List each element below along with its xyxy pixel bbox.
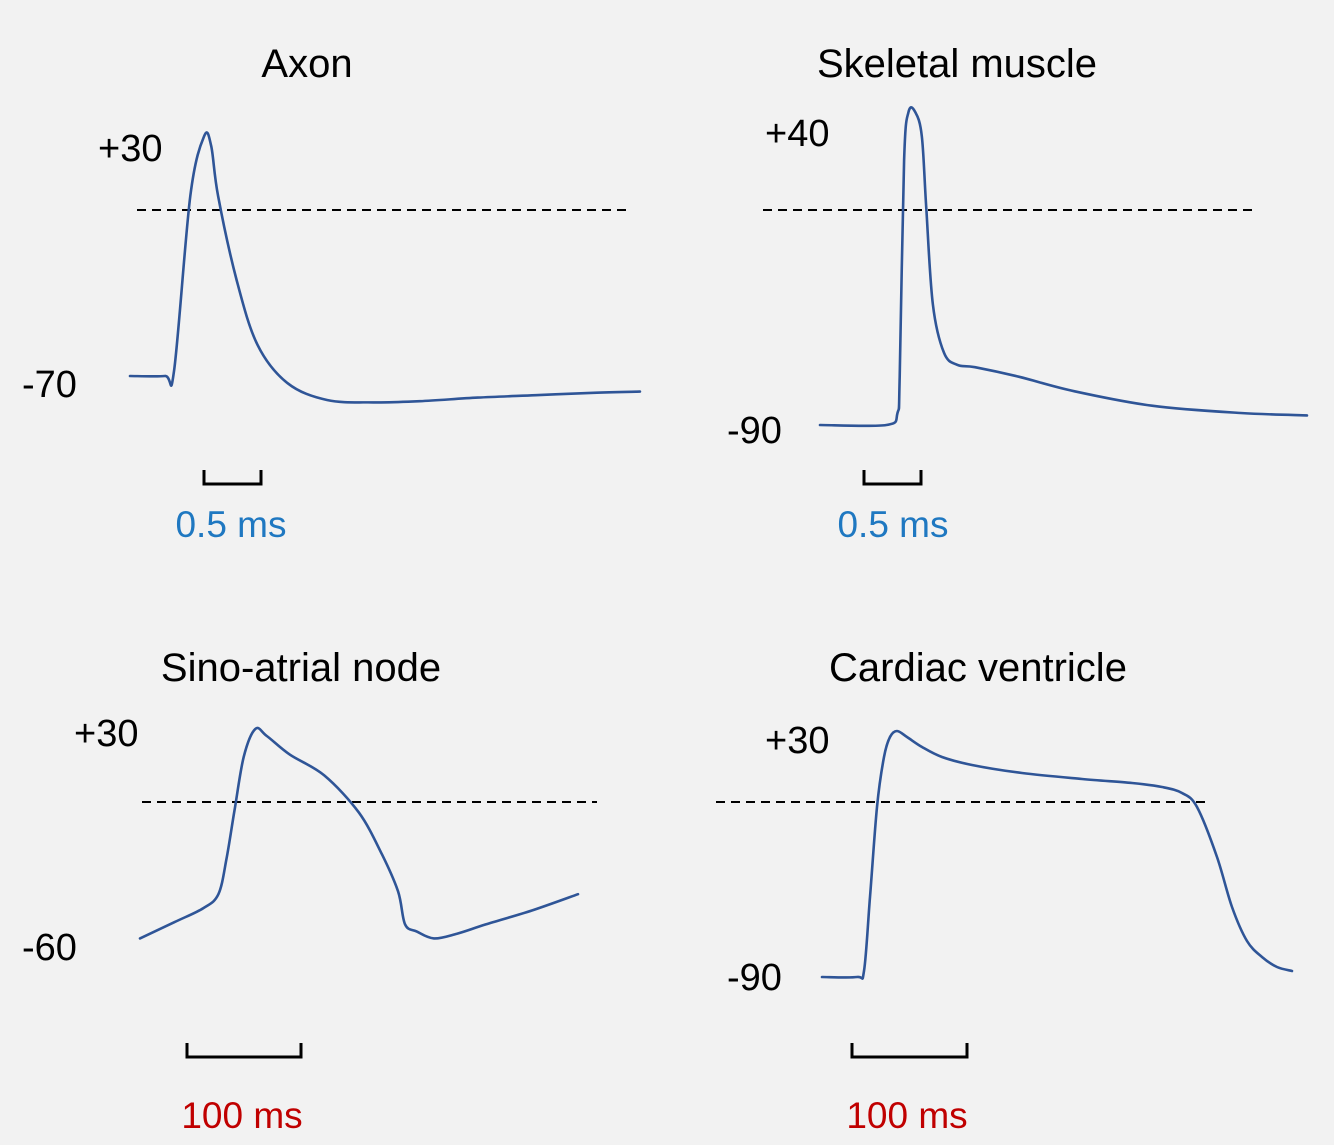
voltage-trace-axon: [128, 131, 642, 404]
panel-skeletal-muscle: Skeletal muscle +40 -90 0.5 ms: [727, 42, 1309, 545]
scale-bar-axon: [202, 470, 263, 486]
scale-bar-sino-atrial-node: [185, 1043, 303, 1059]
y-label-bottom-cardiac-ventricle: -90: [727, 957, 782, 999]
panel-title-sino-atrial-node: Sino-atrial node: [161, 646, 441, 690]
y-label-bottom-skeletal-muscle: -90: [727, 410, 782, 452]
y-label-top-skeletal-muscle: +40: [765, 113, 829, 155]
panel-title-skeletal-muscle: Skeletal muscle: [817, 42, 1097, 86]
scale-bar-label-axon: 0.5 ms: [175, 504, 286, 545]
panel-cardiac-ventricle: Cardiac ventricle +30 -90 100 ms: [716, 646, 1294, 1136]
scale-bar-label-skeletal-muscle: 0.5 ms: [837, 504, 948, 545]
scale-bar-cardiac-ventricle: [850, 1043, 969, 1059]
y-label-bottom-sino-atrial-node: -60: [22, 927, 77, 969]
y-label-top-cardiac-ventricle: +30: [765, 720, 829, 762]
y-label-top-axon: +30: [98, 128, 162, 170]
voltage-trace-skeletal-muscle: [818, 106, 1309, 428]
scale-bar-skeletal-muscle: [862, 470, 923, 486]
panel-sino-atrial-node: Sino-atrial node +30 -60 100 ms: [22, 646, 597, 1136]
scale-bar-label-sino-atrial-node: 100 ms: [181, 1095, 302, 1136]
scale-bar-label-cardiac-ventricle: 100 ms: [846, 1095, 967, 1136]
voltage-trace-cardiac-ventricle: [820, 729, 1294, 980]
y-label-bottom-axon: -70: [22, 364, 77, 406]
panel-title-cardiac-ventricle: Cardiac ventricle: [829, 646, 1127, 690]
voltage-trace-sino-atrial-node: [138, 726, 580, 940]
y-label-top-sino-atrial-node: +30: [74, 713, 138, 755]
panel-title-axon: Axon: [261, 42, 352, 86]
panel-axon: Axon +30 -70 0.5 ms: [22, 42, 642, 545]
